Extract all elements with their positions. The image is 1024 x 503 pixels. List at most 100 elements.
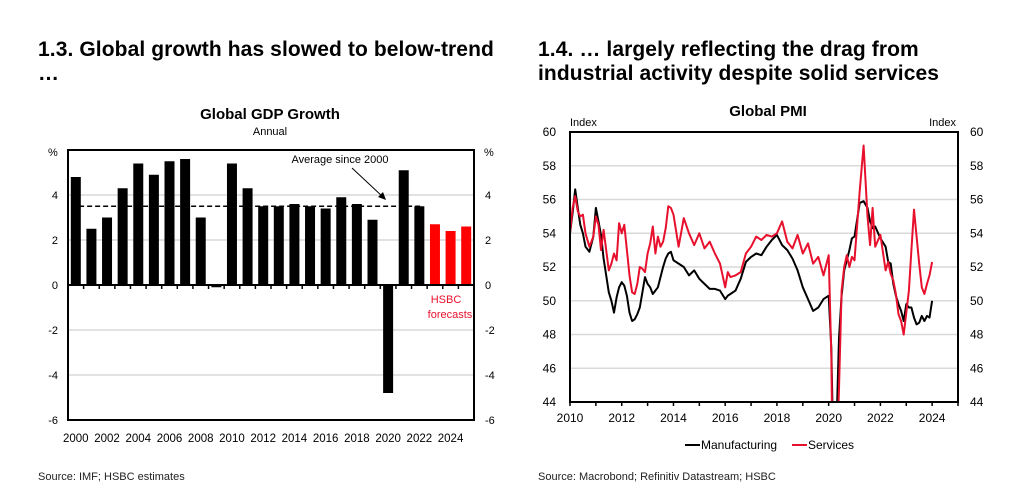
heading-right: 1.4. … largely reflecting the drag from … <box>538 38 940 85</box>
legend-label-services: Services <box>808 438 854 452</box>
gdp-ytick-left: -6 <box>48 415 58 427</box>
pmi-legend: Manufacturing Services <box>685 438 854 452</box>
gdp-bar-2021 <box>398 170 409 285</box>
gdp-bar-2018 <box>351 204 362 285</box>
gdp-y-unit-right: % <box>484 147 494 159</box>
gdp-bar-2001 <box>86 228 97 285</box>
pmi-ytick-left: 48 <box>543 328 557 342</box>
pmi-ytick-right: 58 <box>970 159 984 173</box>
gdp-xtick-label: 2018 <box>344 433 370 445</box>
gdp-xtick-label: 2004 <box>125 433 151 445</box>
gdp-bar-2008 <box>195 217 206 285</box>
gdp-bar-2023 <box>429 224 440 285</box>
gdp-ytick-right: -2 <box>485 325 495 337</box>
gdp-bar-2017 <box>336 197 347 285</box>
pmi-y-unit-left: Index <box>570 117 597 129</box>
pmi-xtick-label: 2020 <box>815 411 842 425</box>
average-arrow <box>351 167 384 198</box>
gdp-bar-2011 <box>242 188 253 285</box>
gdp-bar-2005 <box>148 174 159 285</box>
pmi-ytick-left: 56 <box>543 193 557 207</box>
pmi-xtick-label: 2016 <box>712 411 739 425</box>
gdp-ytick-left: 0 <box>52 280 58 292</box>
pmi-ytick-right: 44 <box>970 395 984 409</box>
gdp-ytick-right: 4 <box>485 190 491 202</box>
gdp-xtick-label: 2020 <box>375 433 401 445</box>
heading-left: 1.3. Global growth has slowed to below-t… <box>38 38 494 85</box>
pmi-chart-title: Global PMI <box>729 103 807 120</box>
pmi-ytick-right: 52 <box>970 260 984 274</box>
pmi-ytick-left: 46 <box>543 361 557 375</box>
gdp-xtick-label: 2012 <box>250 433 276 445</box>
gdp-bar-2004 <box>133 163 144 285</box>
legend-label-manufacturing: Manufacturing <box>701 438 777 452</box>
gdp-xtick-label: 2014 <box>282 433 308 445</box>
gdp-ytick-right: -4 <box>485 370 495 382</box>
gdp-xtick-label: 2000 <box>63 433 89 445</box>
pmi-series-manufacturing <box>570 188 934 402</box>
pmi-ytick-right: 56 <box>970 193 984 207</box>
gdp-ytick-left: 4 <box>52 190 58 202</box>
pmi-ytick-right: 60 <box>970 125 984 139</box>
gdp-chart-subtitle: Annual <box>253 126 287 138</box>
gdp-bar-2006 <box>164 161 175 285</box>
gdp-bar-2012 <box>258 206 269 285</box>
pmi-series-services <box>570 144 934 402</box>
pmi-xtick-label: 2022 <box>867 411 894 425</box>
forecast-annotation-line1: HSBC <box>431 294 462 306</box>
pmi-ytick-left: 54 <box>543 226 557 240</box>
pmi-ytick-left: 58 <box>543 159 557 173</box>
gdp-plot-frame <box>67 149 475 421</box>
gdp-xtick-label: 2008 <box>188 433 214 445</box>
pmi-xtick-label: 2018 <box>764 411 791 425</box>
gdp-bar-2016 <box>320 208 331 285</box>
gdp-bar-2013 <box>273 206 284 285</box>
source-right: Source: Macrobond; Refinitiv Datastream;… <box>538 471 776 483</box>
gdp-ytick-left: -4 <box>48 370 58 382</box>
gdp-chart-title: Global GDP Growth <box>200 106 340 123</box>
gdp-xtick-label: 2024 <box>438 433 464 445</box>
gdp-ytick-right: 2 <box>485 235 491 247</box>
forecast-annotation-line2: forecasts <box>428 309 473 321</box>
gdp-bar-2022 <box>414 206 425 285</box>
pmi-plot-frame <box>569 131 959 403</box>
gdp-xtick-label: 2016 <box>313 433 339 445</box>
gdp-bar-2010 <box>226 163 237 285</box>
gdp-xtick-label: 2022 <box>407 433 433 445</box>
source-left: Source: IMF; HSBC estimates <box>38 471 185 483</box>
pmi-ytick-right: 46 <box>970 361 984 375</box>
pmi-xtick-label: 2014 <box>660 411 687 425</box>
pmi-xtick-label: 2024 <box>919 411 946 425</box>
gdp-bar-2019 <box>367 219 378 285</box>
pmi-ytick-left: 50 <box>543 294 557 308</box>
gdp-bar-2002 <box>102 217 113 285</box>
pmi-ytick-right: 48 <box>970 328 984 342</box>
pmi-ytick-left: 60 <box>543 125 557 139</box>
gdp-bar-2025 <box>461 226 472 285</box>
gdp-ytick-left: -2 <box>48 325 58 337</box>
average-line-label: Average since 2000 <box>291 154 388 166</box>
gdp-ytick-right: -6 <box>485 415 495 427</box>
pmi-xtick-label: 2012 <box>608 411 635 425</box>
pmi-ytick-right: 54 <box>970 226 984 240</box>
gdp-y-unit-left: % <box>48 147 58 159</box>
pmi-ytick-left: 52 <box>543 260 557 274</box>
pmi-ytick-left: 44 <box>543 395 557 409</box>
gdp-bar-2009 <box>211 285 222 288</box>
gdp-ytick-left: 2 <box>52 235 58 247</box>
gdp-ytick-right: 0 <box>485 280 491 292</box>
gdp-bar-2020 <box>383 285 394 393</box>
gdp-xtick-label: 2002 <box>94 433 120 445</box>
gdp-bar-2024 <box>445 231 456 285</box>
gdp-bar-2000 <box>70 177 81 285</box>
gdp-bar-2007 <box>180 159 191 285</box>
gdp-bar-2015 <box>305 206 316 285</box>
gdp-xtick-label: 2010 <box>219 433 245 445</box>
pmi-xtick-label: 2010 <box>557 411 584 425</box>
average-arrow-head <box>378 192 386 200</box>
gdp-bar-2014 <box>289 204 300 285</box>
gdp-xtick-label: 2006 <box>157 433 183 445</box>
pmi-ytick-right: 50 <box>970 294 984 308</box>
pmi-y-unit-right: Index <box>929 117 956 129</box>
